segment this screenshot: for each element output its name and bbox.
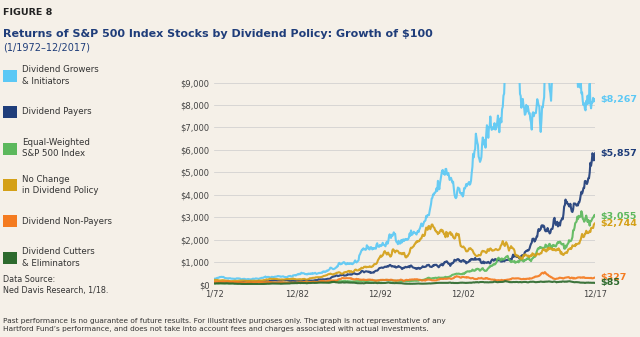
Text: Data Source:
Ned Davis Research, 1/18.: Data Source: Ned Davis Research, 1/18. <box>3 275 109 296</box>
Text: $8,267: $8,267 <box>601 95 637 103</box>
Text: $3,055: $3,055 <box>601 212 637 221</box>
Text: (1/1972–12/2017): (1/1972–12/2017) <box>3 42 90 52</box>
Text: Dividend Non-Payers: Dividend Non-Payers <box>22 217 113 225</box>
Text: Equal-Weighted
S&P 500 Index: Equal-Weighted S&P 500 Index <box>22 138 90 158</box>
Text: $5,857: $5,857 <box>601 149 637 158</box>
Text: No Change
in Dividend Policy: No Change in Dividend Policy <box>22 175 99 195</box>
Text: FIGURE 8: FIGURE 8 <box>3 8 52 18</box>
Text: $85: $85 <box>601 278 621 287</box>
Text: Dividend Payers: Dividend Payers <box>22 108 92 116</box>
Text: Past performance is no guarantee of future results. For illustrative purposes on: Past performance is no guarantee of futu… <box>3 318 446 333</box>
Text: $2,744: $2,744 <box>601 219 637 227</box>
Text: $327: $327 <box>601 273 627 282</box>
Text: Dividend Cutters
& Eliminators: Dividend Cutters & Eliminators <box>22 247 95 268</box>
Text: Returns of S&P 500 Index Stocks by Dividend Policy: Growth of $100: Returns of S&P 500 Index Stocks by Divid… <box>3 29 433 39</box>
Text: Dividend Growers
& Initiators: Dividend Growers & Initiators <box>22 65 99 86</box>
